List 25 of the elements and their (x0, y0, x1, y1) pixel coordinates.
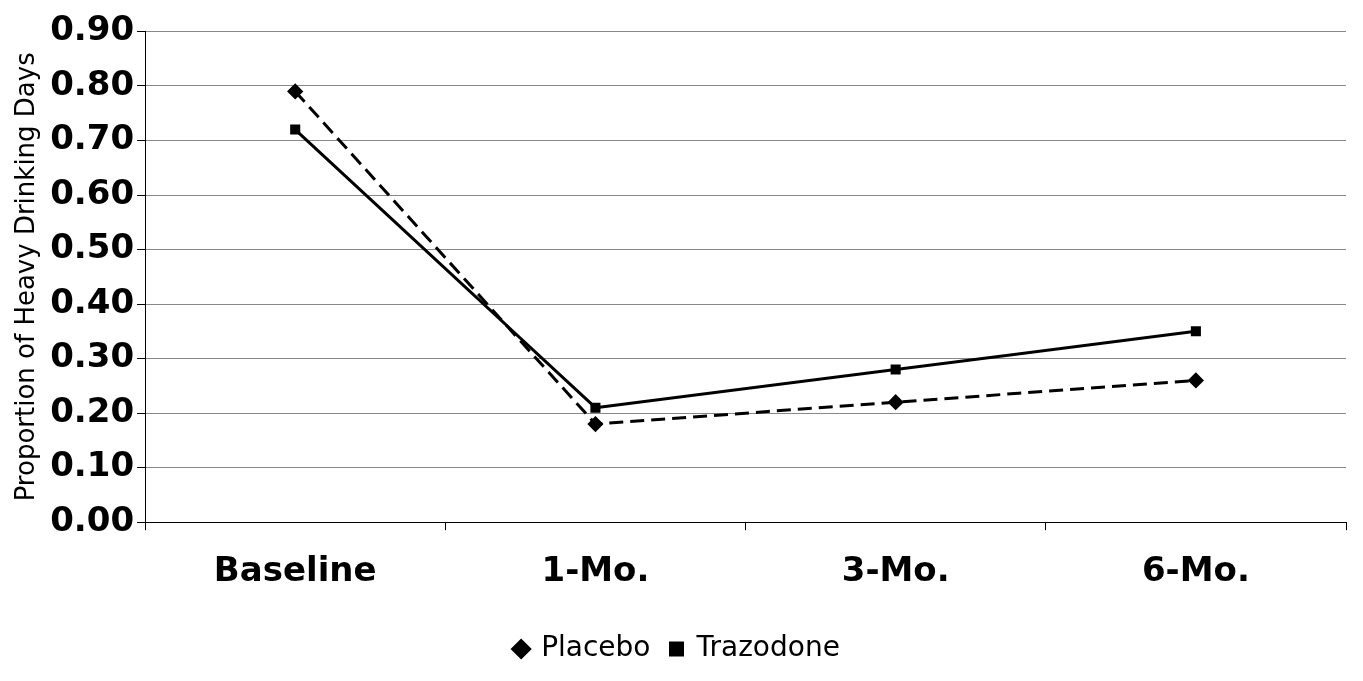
y-tick-label: 0.10 (50, 444, 135, 485)
x-tick-label: 6-Mo. (1141, 549, 1250, 590)
point (287, 83, 303, 99)
point (890, 364, 901, 375)
x-tick-label: 3-Mo. (841, 549, 950, 590)
point (1190, 326, 1201, 337)
y-tick-label: 0.50 (50, 226, 135, 267)
y-tick-label: 0.00 (50, 499, 135, 540)
y-tick-label: 0.60 (50, 171, 135, 212)
x-tick-label: Baseline (213, 549, 377, 590)
y-tick-label: 0.70 (50, 117, 135, 158)
x-tick-label: 1-Mo. (541, 549, 650, 590)
point (587, 416, 603, 432)
y-tick-label: 0.80 (50, 62, 135, 103)
point (888, 394, 904, 410)
y-tick-label: 0.90 (50, 8, 135, 49)
legend-label: Trazodone (695, 630, 840, 664)
point (590, 402, 601, 413)
point (1188, 372, 1204, 388)
legend-label: Placebo (541, 630, 651, 664)
y-tick-label: 0.20 (50, 389, 135, 430)
y-axis-title: Proportion of Heavy Drinking Days (10, 52, 41, 502)
point (290, 124, 301, 135)
y-tick-label: 0.40 (50, 280, 135, 321)
y-tick-label: 0.30 (50, 335, 135, 376)
